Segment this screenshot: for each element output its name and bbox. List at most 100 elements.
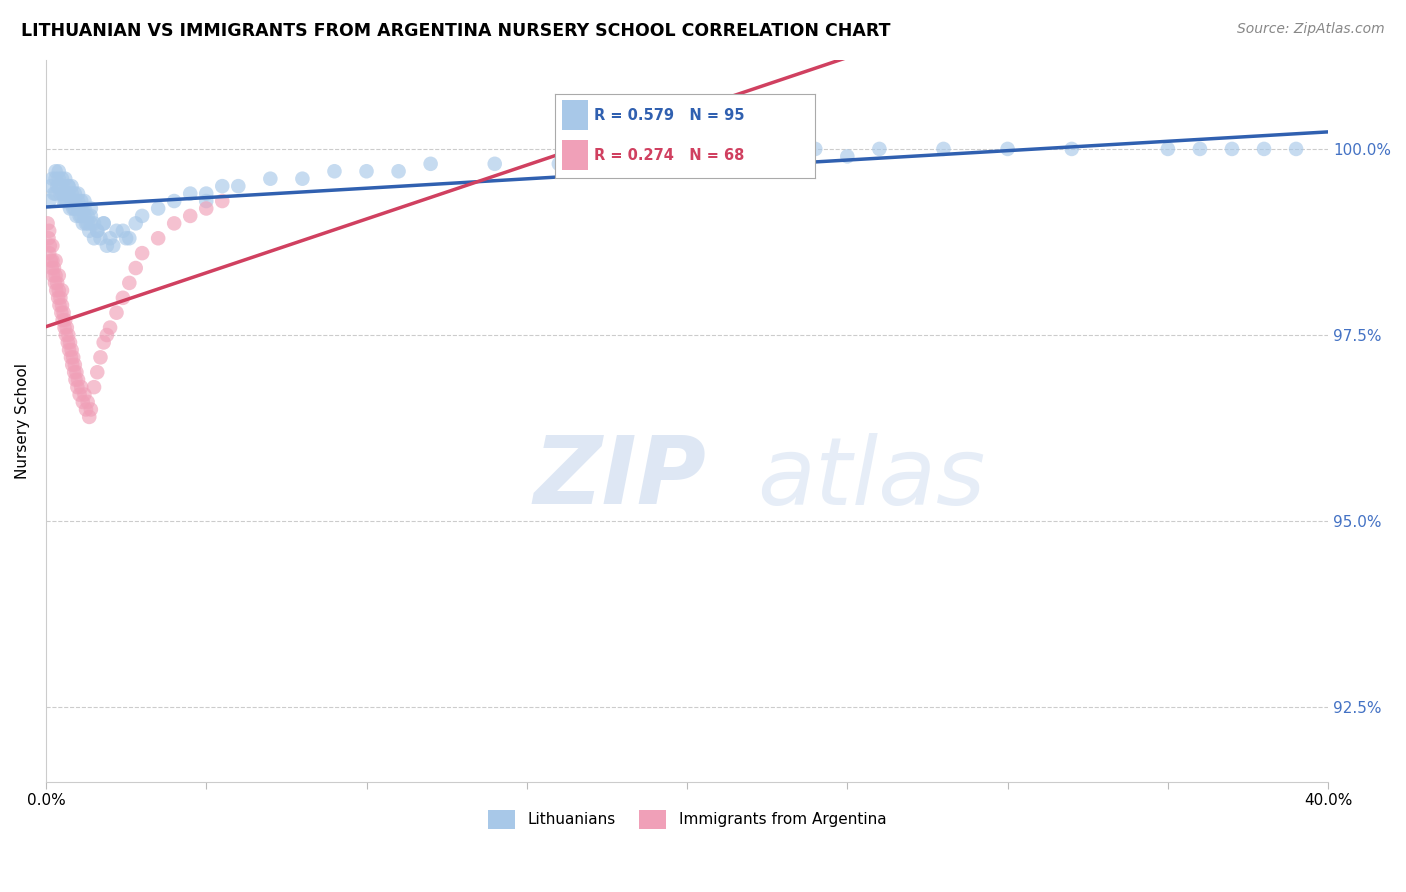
Bar (562, 101, 588, 130)
Point (83, 231, 105, 245)
Point (59, 351, 82, 365)
Point (98, 231, 121, 245)
Point (48, 171, 70, 186)
Point (80, 202, 103, 216)
Point (72, 216, 94, 230)
Bar (562, 140, 588, 169)
Point (63, 365, 86, 379)
Point (56, 320, 79, 334)
Y-axis label: Nursery School: Nursery School (15, 363, 30, 479)
Point (65, 365, 87, 379)
Point (41, 238, 63, 252)
Point (38, 224, 60, 238)
Point (115, 231, 138, 245)
Point (997, 142, 1019, 156)
Point (932, 142, 955, 156)
Point (42, 186, 65, 201)
Point (41, 171, 63, 186)
Point (83, 380, 105, 394)
Point (547, 157, 569, 171)
Point (60, 186, 83, 201)
Point (46, 291, 69, 305)
Point (41, 253, 63, 268)
Point (676, 149, 699, 163)
Point (73, 209, 96, 223)
Point (38, 238, 60, 252)
Point (93, 216, 115, 230)
Point (63, 194, 86, 208)
Point (55, 328, 77, 343)
Point (72, 395, 94, 409)
Point (39, 179, 62, 194)
Text: R = 0.274   N = 68: R = 0.274 N = 68 (595, 147, 745, 162)
Text: LITHUANIAN VS IMMIGRANTS FROM ARGENTINA NURSERY SCHOOL CORRELATION CHART: LITHUANIAN VS IMMIGRANTS FROM ARGENTINA … (21, 22, 890, 40)
Point (46, 179, 69, 194)
Point (77, 224, 100, 238)
Point (37, 216, 59, 230)
Point (56, 194, 79, 208)
Point (195, 194, 218, 208)
Point (62, 351, 84, 365)
Point (38, 246, 60, 260)
Point (59, 202, 82, 216)
Point (53, 194, 76, 208)
Point (52, 313, 75, 327)
Point (60, 358, 83, 372)
Point (51, 306, 73, 320)
Point (53, 186, 76, 201)
Point (70, 380, 93, 394)
Point (484, 157, 506, 171)
Point (38, 194, 60, 208)
Point (163, 194, 186, 208)
Point (76, 395, 98, 409)
Point (226, 179, 249, 194)
Point (70, 194, 93, 208)
Point (195, 186, 218, 201)
Point (1220, 142, 1243, 156)
Point (86, 365, 108, 379)
Legend: Lithuanians, Immigrants from Argentina: Lithuanians, Immigrants from Argentina (482, 804, 893, 836)
Point (291, 171, 314, 186)
Point (323, 164, 346, 178)
Point (48, 179, 70, 194)
Point (49, 186, 72, 201)
Point (146, 202, 169, 216)
Point (38, 231, 60, 245)
Point (103, 238, 125, 252)
Point (70, 209, 93, 223)
Point (387, 164, 409, 178)
Text: atlas: atlas (758, 433, 986, 524)
Point (98, 320, 121, 334)
Point (77, 409, 100, 424)
Point (804, 142, 827, 156)
Point (1060, 142, 1083, 156)
Point (131, 209, 153, 223)
Point (125, 260, 148, 275)
Point (53, 313, 76, 327)
Point (58, 328, 80, 343)
Point (69, 209, 91, 223)
Point (66, 194, 89, 208)
Point (80, 216, 103, 230)
Point (65, 209, 87, 223)
Point (179, 186, 201, 201)
Point (63, 186, 86, 201)
Point (49, 291, 72, 305)
Point (80, 402, 103, 417)
Point (76, 216, 98, 230)
Point (42, 268, 65, 283)
Point (105, 306, 128, 320)
Point (56, 335, 79, 350)
Point (612, 149, 634, 163)
Point (356, 164, 378, 178)
Point (53, 171, 76, 186)
Point (39, 253, 62, 268)
Point (89, 351, 111, 365)
Point (45, 268, 67, 283)
Point (48, 284, 70, 298)
Point (73, 194, 96, 208)
Point (45, 164, 67, 178)
Point (96, 328, 118, 343)
Point (125, 216, 148, 230)
Point (118, 276, 141, 290)
